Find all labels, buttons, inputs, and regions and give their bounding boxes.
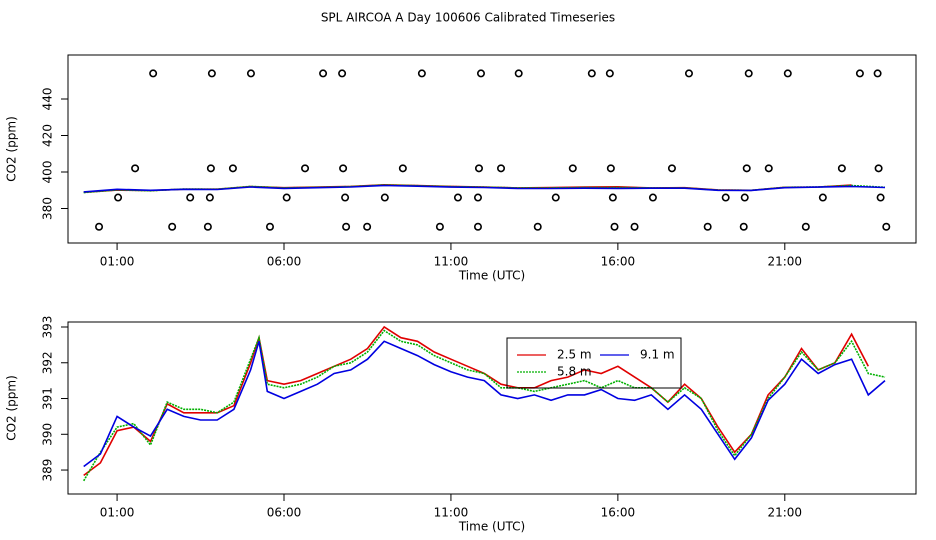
y-tick-label: 392 <box>41 351 55 374</box>
y-tick-label: 440 <box>41 88 55 111</box>
point <box>206 164 215 173</box>
x-axis-label: Time (UTC) <box>458 269 525 283</box>
y-tick-label: 391 <box>41 387 55 410</box>
point <box>739 222 748 231</box>
point <box>533 222 542 231</box>
point <box>417 69 426 78</box>
legend-label: 2.5 m <box>557 348 592 362</box>
y-tick-label: 420 <box>41 124 55 147</box>
point <box>648 193 657 202</box>
point <box>497 164 506 173</box>
point <box>207 69 216 78</box>
point <box>667 164 676 173</box>
point <box>474 164 483 173</box>
point <box>876 193 885 202</box>
point <box>783 69 792 78</box>
point <box>186 193 195 202</box>
line-series <box>83 329 886 482</box>
point <box>453 193 462 202</box>
point <box>114 193 123 202</box>
point <box>514 69 523 78</box>
point <box>703 222 712 231</box>
x-tick-label: 21:00 <box>767 255 802 269</box>
chart-title: SPL AIRCOA A Day 100606 Calibrated Times… <box>321 11 615 25</box>
point <box>874 164 883 173</box>
point <box>837 164 846 173</box>
y-tick-label: 389 <box>41 459 55 482</box>
point <box>873 69 882 78</box>
point <box>398 164 407 173</box>
x-tick-label: 16:00 <box>601 255 636 269</box>
point <box>744 69 753 78</box>
point <box>338 69 347 78</box>
point <box>684 69 693 78</box>
point <box>265 222 274 231</box>
point <box>131 164 140 173</box>
x-tick-label: 06:00 <box>267 506 302 520</box>
point <box>606 164 615 173</box>
y-tick-label: 393 <box>41 316 55 339</box>
point <box>228 164 237 173</box>
y-axis-label: CO2 (ppm) <box>5 375 19 441</box>
x-tick-label: 16:00 <box>601 506 636 520</box>
point <box>341 193 350 202</box>
point <box>855 69 864 78</box>
point <box>551 193 560 202</box>
point <box>630 222 639 231</box>
point <box>339 164 348 173</box>
point <box>610 222 619 231</box>
legend-box <box>506 337 682 389</box>
point <box>319 69 328 78</box>
point <box>168 222 177 231</box>
legend-label: 5.8 m <box>557 365 592 379</box>
point <box>605 69 614 78</box>
point <box>246 69 255 78</box>
point <box>801 222 810 231</box>
point <box>587 69 596 78</box>
x-tick-label: 11:00 <box>434 506 469 520</box>
point <box>740 193 749 202</box>
point <box>380 193 389 202</box>
point <box>608 193 617 202</box>
point <box>95 222 104 231</box>
point <box>473 193 482 202</box>
point <box>342 222 351 231</box>
point <box>742 164 751 173</box>
point <box>205 193 214 202</box>
x-tick-label: 21:00 <box>767 506 802 520</box>
point <box>764 164 773 173</box>
x-tick-label: 11:00 <box>434 255 469 269</box>
point <box>882 222 891 231</box>
y-tick-label: 380 <box>41 197 55 220</box>
y-tick-label: 390 <box>41 423 55 446</box>
point <box>301 164 310 173</box>
x-tick-label: 06:00 <box>267 255 302 269</box>
line-series <box>83 184 886 193</box>
point <box>149 69 158 78</box>
point <box>818 193 827 202</box>
x-axis-label: Time (UTC) <box>458 520 525 534</box>
point <box>568 164 577 173</box>
point <box>282 193 291 202</box>
x-tick-label: 01:00 <box>100 255 135 269</box>
point <box>435 222 444 231</box>
point <box>473 222 482 231</box>
x-tick-label: 01:00 <box>100 506 135 520</box>
point <box>721 193 730 202</box>
y-tick-label: 400 <box>41 161 55 184</box>
line-series <box>83 340 886 468</box>
y-axis-label: CO2 (ppm) <box>5 116 19 182</box>
point <box>363 222 372 231</box>
legend-label: 9.1 m <box>640 348 675 362</box>
point <box>476 69 485 78</box>
point <box>203 222 212 231</box>
